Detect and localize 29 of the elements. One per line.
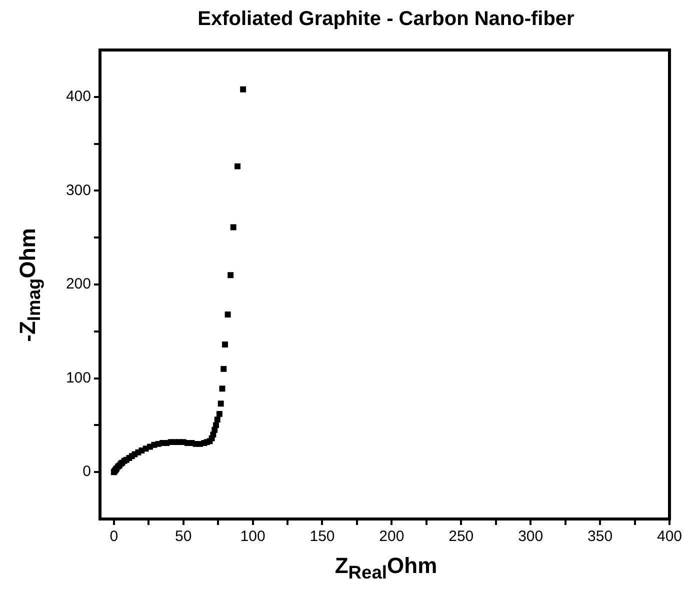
- y-tick-label: 100: [66, 369, 91, 386]
- y-tick-label: 200: [66, 276, 91, 293]
- x-tick-label: 50: [174, 528, 192, 546]
- point: [240, 86, 246, 92]
- point: [230, 224, 236, 230]
- point: [218, 400, 224, 407]
- point: [234, 163, 240, 170]
- x-axis-title: Z$_{Real}$Ohm: [334, 553, 438, 584]
- point: [220, 366, 227, 372]
- chart-title: Exfoliated Graphite - Carbon Nano-fiber: [196, 8, 576, 31]
- y-tick-label: 300: [66, 182, 91, 199]
- y-tick-label: 400: [66, 88, 91, 106]
- x-tick-label: 250: [448, 528, 474, 546]
- x-tick-label: 400: [656, 528, 682, 546]
- point: [216, 410, 222, 417]
- x-tick-label: 300: [518, 528, 544, 546]
- point: [224, 312, 231, 318]
- x-tick-label: 100: [240, 528, 266, 546]
- x-tick-label: 0: [110, 528, 118, 546]
- y-tick-label: 0: [82, 463, 91, 480]
- point: [228, 272, 234, 278]
- point: [214, 416, 220, 423]
- point: [212, 426, 218, 433]
- point: [213, 422, 219, 428]
- point: [219, 386, 226, 392]
- point: [222, 342, 228, 348]
- x-tick-label: 350: [588, 528, 613, 546]
- x-tick-label: 200: [379, 528, 404, 546]
- x-tick-label: 150: [310, 528, 335, 546]
